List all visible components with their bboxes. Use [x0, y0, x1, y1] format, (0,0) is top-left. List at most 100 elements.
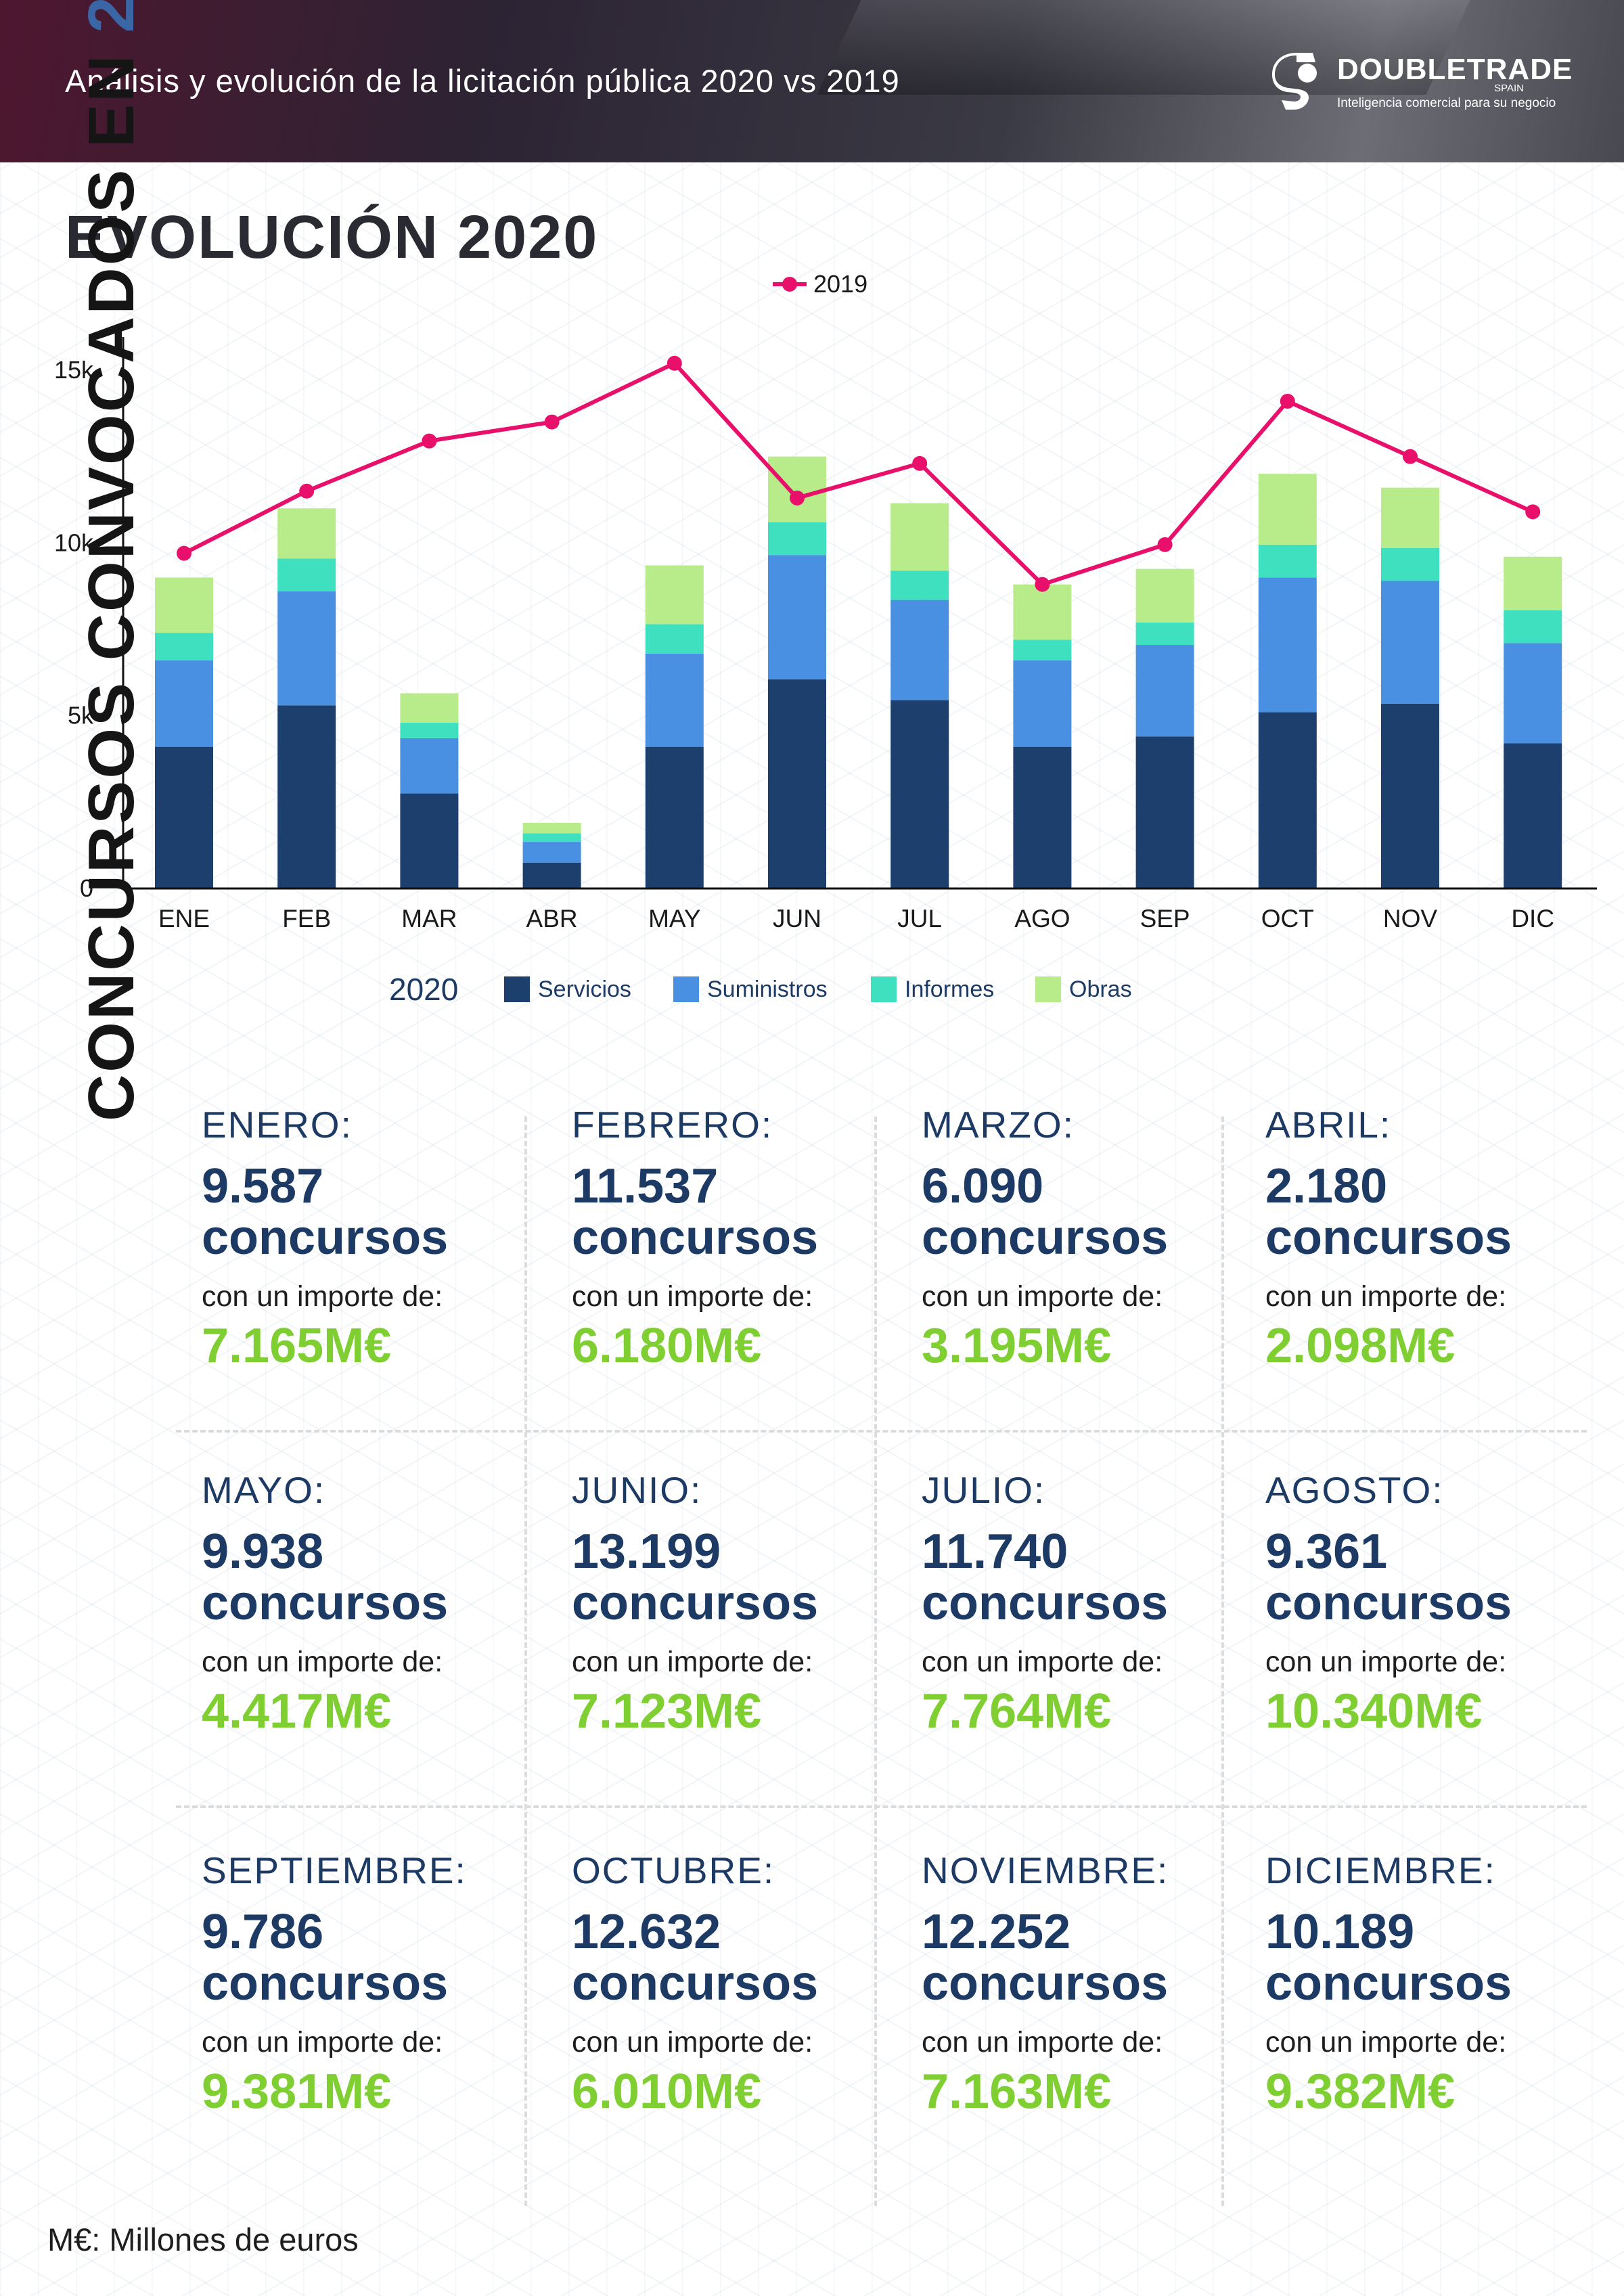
- bar-segment-servicios-jun: [768, 679, 826, 888]
- bar-segment-suministros-dic: [1504, 643, 1562, 744]
- x-tick-label: MAY: [648, 905, 700, 932]
- legend-label-2019: 2019: [813, 270, 867, 298]
- month-name: NOVIEMBRE:: [922, 1849, 1169, 1891]
- bar-segment-servicios-sep: [1135, 736, 1194, 888]
- line-point-2019-ene: [177, 545, 191, 561]
- x-tick-label: JUN: [773, 905, 821, 932]
- contest-count: 10.189: [1265, 1905, 1415, 1959]
- month-card-marzo: MARZO: 6.090 concursos con un importe de…: [922, 1103, 1233, 1408]
- month-card-junio: JUNIO: 13.199 concursos con un importe d…: [572, 1468, 883, 1773]
- bar-segment-obras-mar: [400, 693, 459, 723]
- month-name: DICIEMBRE:: [1265, 1849, 1496, 1891]
- month-card-julio: JULIO: 11.740 concursos con un importe d…: [922, 1468, 1233, 1773]
- contest-word: concursos: [922, 1211, 1169, 1265]
- amount-intro: con un importe de:: [922, 2026, 1163, 2058]
- amount-value: 6.180M€: [572, 1319, 762, 1373]
- contest-word: concursos: [922, 1956, 1169, 2010]
- amount-intro: con un importe de:: [1265, 1646, 1507, 1678]
- bar-segment-suministros-nov: [1381, 581, 1439, 704]
- amount-value: 6.010M€: [572, 2065, 762, 2119]
- legend-swatch-obras: [1035, 976, 1061, 1002]
- bar-segment-suministros-abr: [522, 842, 581, 863]
- x-tick-label: MAR: [401, 905, 457, 932]
- amount-value: 9.381M€: [202, 2065, 392, 2119]
- x-tick-label: ENE: [158, 905, 210, 932]
- contest-count: 9.786: [202, 1905, 324, 1959]
- amount-value: 7.764M€: [922, 1684, 1112, 1738]
- bar-segment-suministros-sep: [1135, 644, 1194, 737]
- contest-count: 11.537: [572, 1159, 719, 1213]
- y-tick-label: 10k: [54, 528, 94, 556]
- footnote: M€: Millones de euros: [47, 2222, 359, 2257]
- contest-word: concursos: [572, 1956, 819, 2010]
- line-point-2019-abr: [544, 414, 560, 430]
- month-card-diciembre: DICIEMBRE: 10.189 concursos con un impor…: [1265, 1849, 1577, 2153]
- bar-segment-suministros-mar: [400, 738, 459, 794]
- bar-segment-obras-dic: [1504, 556, 1562, 610]
- contest-count: 12.632: [572, 1905, 721, 1959]
- month-name: OCTUBRE:: [572, 1849, 775, 1891]
- legend-label-informes: Informes: [905, 976, 995, 1002]
- bar-segment-obras-ago: [1013, 584, 1072, 640]
- stacked-bar-chart: 0 5k 10k 15k ENE FEB MAR ABR MAY JUN JUL AGO SEP OCT N…: [54, 270, 1597, 932]
- amount-value: 7.165M€: [202, 1319, 392, 1373]
- bar-segment-obras-abr: [522, 822, 581, 834]
- amount-value: 7.123M€: [572, 1684, 762, 1738]
- bar-segment-informes-nov: [1381, 547, 1439, 581]
- month-card-mayo: MAYO: 9.938 concursos con un importe de:…: [202, 1468, 513, 1773]
- bar-segment-obras-jun: [768, 456, 826, 522]
- brand-name: DOUBLETRADE: [1337, 53, 1573, 86]
- bar-segment-obras-sep: [1135, 568, 1194, 623]
- line-series-2019: [183, 361, 1534, 587]
- bar-segment-suministros-ago: [1013, 660, 1072, 747]
- legend-label-servicios: Servicios: [538, 976, 631, 1002]
- bar-segment-servicios-abr: [522, 862, 581, 888]
- bar-segment-suministros-jul: [890, 600, 949, 700]
- amount-intro: con un importe de:: [572, 1646, 813, 1678]
- bar-segment-informes-ene: [155, 633, 213, 660]
- month-name: FEBRERO:: [572, 1104, 773, 1146]
- month-card-enero: ENERO: 9.587 concursos con un importe de…: [202, 1103, 513, 1408]
- header-subtitle: Análisis y evolución de la licitación pú…: [65, 63, 900, 99]
- amount-intro: con un importe de:: [572, 2026, 813, 2058]
- bar-segment-obras-may: [645, 565, 704, 625]
- contest-count: 13.199: [572, 1525, 721, 1579]
- month-name: SEPTIEMBRE:: [202, 1849, 467, 1891]
- x-tick-label: SEP: [1140, 905, 1190, 932]
- bar-segment-informes-ago: [1013, 639, 1072, 660]
- bar-segment-suministros-may: [645, 653, 704, 747]
- bar-segment-servicios-mar: [400, 793, 459, 888]
- legend-label-suministros: Suministros: [707, 976, 828, 1002]
- header-banner: Análisis y evolución de la licitación pú…: [0, 0, 1624, 162]
- contest-count: 6.090: [922, 1159, 1044, 1213]
- month-card-octubre: OCTUBRE: 12.632 concursos con un importe…: [572, 1849, 883, 2153]
- bar-segment-informes-feb: [277, 558, 336, 591]
- line-point-2019-mar: [422, 433, 437, 449]
- y-tick-label: 0: [80, 874, 93, 902]
- bar-segment-servicios-may: [645, 746, 704, 888]
- contest-count: 9.587: [202, 1159, 324, 1213]
- bar-segment-servicios-ene: [155, 746, 213, 888]
- bar-segment-servicios-oct: [1258, 712, 1317, 888]
- line-point-2019-ago: [1035, 577, 1050, 592]
- contest-word: concursos: [202, 1211, 449, 1265]
- bar-segment-obras-feb: [277, 508, 336, 559]
- x-tick-label: FEB: [282, 905, 331, 932]
- month-name: AGOSTO:: [1265, 1469, 1444, 1511]
- month-card-noviembre: NOVIEMBRE: 12.252 concursos con un impor…: [922, 1849, 1233, 2153]
- logo-mark-icon: [1272, 53, 1317, 110]
- bar-segment-servicios-jul: [890, 700, 949, 888]
- month-card-febrero: FEBRERO: 11.537 concursos con un importe…: [572, 1103, 883, 1408]
- contest-count: 9.361: [1265, 1525, 1388, 1579]
- legend-swatch-suministros: [673, 976, 699, 1002]
- line-point-2019-dic: [1525, 504, 1541, 520]
- x-tick-label: NOV: [1383, 905, 1438, 932]
- amount-intro: con un importe de:: [1265, 2026, 1507, 2058]
- contest-word: concursos: [202, 1956, 449, 2010]
- contest-word: concursos: [572, 1211, 819, 1265]
- line-point-2019-sep: [1157, 537, 1173, 552]
- bar-segment-servicios-dic: [1504, 743, 1562, 888]
- bar-segment-obras-oct: [1258, 474, 1317, 545]
- x-tick-label: DIC: [1511, 905, 1554, 932]
- amount-intro: con un importe de:: [572, 1280, 813, 1313]
